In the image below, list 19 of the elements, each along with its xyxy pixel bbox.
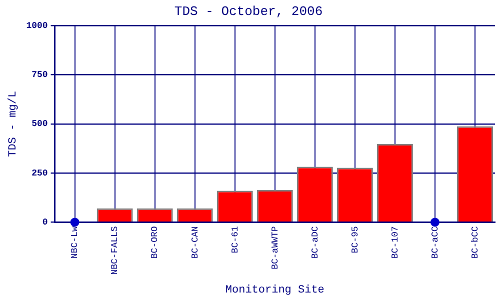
x-tick-label: NBC-Lw (70, 226, 80, 259)
x-axis-title: Monitoring Site (225, 284, 324, 296)
x-tick-label: BC-CAN (190, 226, 200, 259)
y-tick-label: 0 (42, 217, 48, 228)
y-axis-title: TDS - mg/L (8, 90, 20, 157)
x-tick-label: NBC-FALLS (110, 226, 120, 275)
y-tick-label: 500 (32, 119, 48, 130)
x-tick-label: BC-bCC (470, 226, 480, 259)
x-tick-label: BC-95 (350, 226, 360, 254)
x-tick-label: BC-aCC (430, 226, 440, 259)
y-tick-label: 1000 (26, 20, 48, 31)
y-tick-label: 750 (32, 70, 48, 80)
x-tick-label: BC-ORO (150, 226, 160, 259)
x-tick-label: BC-aDC (310, 226, 320, 259)
x-tick-label: BC-107 (390, 226, 400, 259)
x-tick-label: BC-61 (230, 226, 240, 254)
y-tick-label: 250 (32, 168, 48, 178)
chart-title: TDS - October, 2006 (174, 4, 323, 20)
x-tick-label: BC-aWWTP (270, 226, 280, 270)
